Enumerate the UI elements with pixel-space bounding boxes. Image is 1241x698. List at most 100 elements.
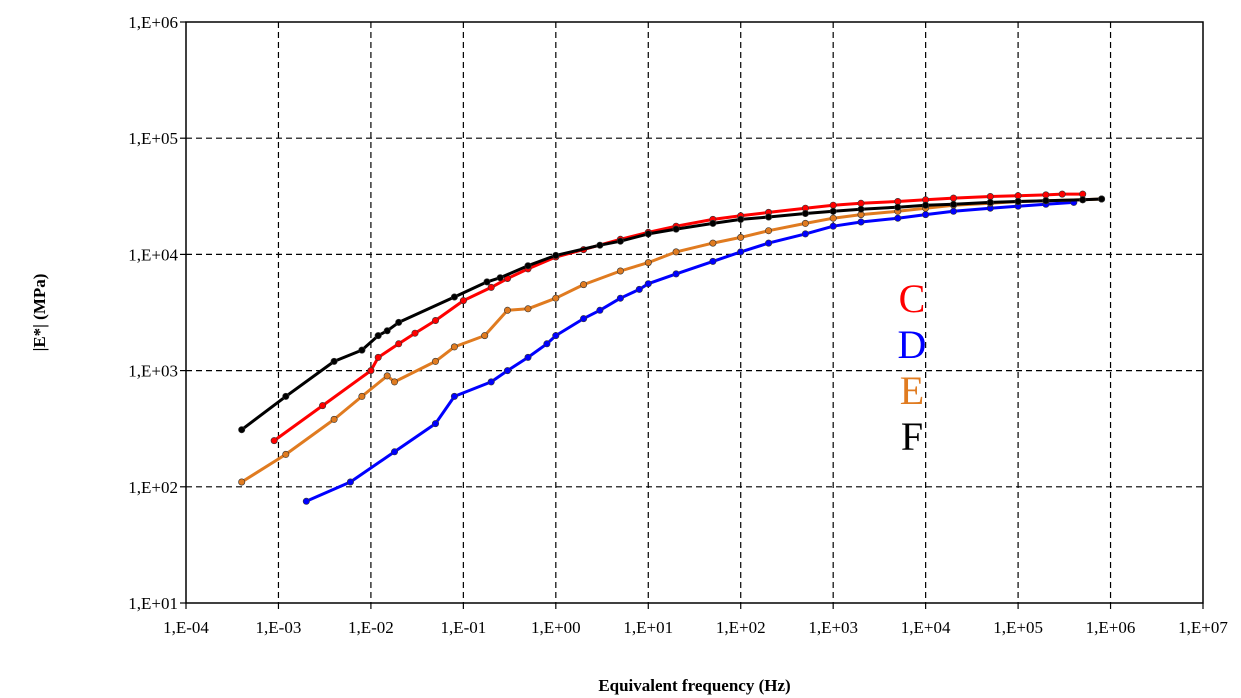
- data-point: [390, 378, 398, 386]
- data-point: [503, 367, 511, 375]
- data-point: [580, 315, 588, 323]
- data-point: [801, 210, 809, 218]
- data-point: [616, 294, 624, 302]
- y-tick-label: 1,E+06: [128, 13, 178, 32]
- plot-frame: [185, 21, 1204, 604]
- data-point: [829, 222, 837, 230]
- data-point: [949, 194, 957, 202]
- data-point: [383, 327, 391, 335]
- data-point: [894, 203, 902, 211]
- data-point: [922, 211, 930, 219]
- y-tick-label: 1,E+05: [128, 129, 178, 148]
- data-point: [496, 274, 504, 282]
- data-point: [596, 306, 604, 314]
- data-point: [450, 343, 458, 351]
- data-point: [238, 426, 246, 434]
- data-point: [552, 294, 560, 302]
- data-point: [358, 392, 366, 400]
- data-point: [737, 248, 745, 256]
- data-point: [857, 199, 865, 207]
- y-tick-label: 1,E+02: [128, 478, 178, 497]
- data-point: [238, 478, 246, 486]
- x-tick-label: 1,E+07: [1178, 618, 1228, 637]
- data-point: [644, 230, 652, 238]
- series-layer: [238, 190, 1106, 505]
- data-point: [390, 448, 398, 456]
- data-point: [894, 214, 902, 222]
- series-d: [302, 198, 1078, 505]
- axis-ticks: 1,E-04 1,E-03 1,E-02 1,E-01 1,E+00 1,E+01 1,E+…: [128, 13, 1228, 637]
- data-point: [374, 353, 382, 361]
- data-point: [709, 239, 717, 247]
- data-point: [431, 357, 439, 365]
- data-point: [552, 251, 560, 259]
- data-point: [481, 332, 489, 340]
- grid: [186, 22, 1203, 603]
- data-point: [374, 332, 382, 340]
- y-tick-label: 1,E+04: [128, 245, 178, 264]
- x-tick-label: 1,E+05: [993, 618, 1043, 637]
- x-tick-label: 1,E-03: [256, 618, 302, 637]
- data-point: [358, 346, 366, 354]
- data-point: [986, 193, 994, 201]
- x-tick-label: 1,E+00: [531, 618, 581, 637]
- data-point: [524, 353, 532, 361]
- data-point: [487, 378, 495, 386]
- data-point: [346, 478, 354, 486]
- data-point: [330, 357, 338, 365]
- data-point: [857, 218, 865, 226]
- legend-entry-f: F: [901, 414, 923, 459]
- legend-entry-d: D: [898, 322, 927, 367]
- data-point: [450, 293, 458, 301]
- data-point: [949, 207, 957, 215]
- data-point: [503, 306, 511, 314]
- data-point: [270, 437, 278, 445]
- legend-entry-c: C: [899, 276, 926, 321]
- data-point: [801, 230, 809, 238]
- x-tick-label: 1,E-01: [440, 618, 486, 637]
- data-point: [330, 415, 338, 423]
- x-axis-title: Equivalent frequency (Hz): [598, 676, 790, 695]
- data-point: [829, 207, 837, 215]
- data-point: [524, 262, 532, 270]
- data-point: [395, 340, 403, 348]
- data-point: [580, 281, 588, 289]
- data-point: [709, 219, 717, 227]
- data-point: [1042, 191, 1050, 199]
- series-e: [238, 195, 1106, 486]
- data-point: [829, 214, 837, 222]
- x-tick-label: 1,E+06: [1086, 618, 1136, 637]
- data-point: [1014, 192, 1022, 200]
- x-tick-label: 1,E+02: [716, 618, 766, 637]
- data-point: [487, 283, 495, 291]
- data-point: [411, 329, 419, 337]
- data-point: [459, 297, 467, 305]
- x-tick-label: 1,E-02: [348, 618, 394, 637]
- y-axis-title: |E*| (MPa): [30, 274, 49, 352]
- y-tick-label: 1,E+03: [128, 362, 178, 381]
- data-point: [1058, 190, 1066, 198]
- data-point: [635, 285, 643, 293]
- x-tick-label: 1,E+03: [808, 618, 858, 637]
- data-point: [986, 198, 994, 206]
- data-point: [737, 215, 745, 223]
- data-point: [616, 237, 624, 245]
- data-point: [483, 278, 491, 286]
- data-point: [765, 227, 773, 235]
- data-point: [431, 316, 439, 324]
- x-tick-label: 1,E-04: [163, 618, 209, 637]
- x-tick-label: 1,E+04: [901, 618, 951, 637]
- data-point: [302, 497, 310, 505]
- data-point: [552, 332, 560, 340]
- data-point: [1098, 195, 1106, 203]
- data-point: [524, 305, 532, 313]
- data-point: [282, 392, 290, 400]
- data-point: [431, 420, 439, 428]
- data-point: [395, 318, 403, 326]
- data-point: [1079, 196, 1087, 204]
- data-point: [765, 239, 773, 247]
- data-point: [672, 248, 680, 256]
- data-point: [450, 392, 458, 400]
